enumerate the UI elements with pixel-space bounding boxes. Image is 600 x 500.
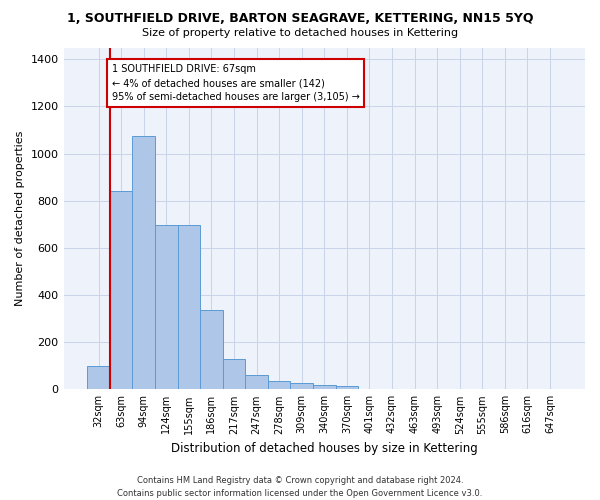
Text: 1 SOUTHFIELD DRIVE: 67sqm
← 4% of detached houses are smaller (142)
95% of semi-: 1 SOUTHFIELD DRIVE: 67sqm ← 4% of detach… bbox=[112, 64, 359, 102]
X-axis label: Distribution of detached houses by size in Kettering: Distribution of detached houses by size … bbox=[171, 442, 478, 455]
Bar bbox=[223, 358, 245, 390]
Bar bbox=[313, 385, 335, 390]
Bar bbox=[133, 136, 155, 390]
Bar bbox=[178, 226, 200, 390]
Bar bbox=[290, 384, 313, 390]
Text: 1, SOUTHFIELD DRIVE, BARTON SEAGRAVE, KETTERING, NN15 5YQ: 1, SOUTHFIELD DRIVE, BARTON SEAGRAVE, KE… bbox=[67, 12, 533, 26]
Bar bbox=[268, 381, 290, 390]
Bar bbox=[155, 226, 178, 390]
Text: Size of property relative to detached houses in Kettering: Size of property relative to detached ho… bbox=[142, 28, 458, 38]
Bar bbox=[200, 310, 223, 390]
Bar bbox=[245, 375, 268, 390]
Y-axis label: Number of detached properties: Number of detached properties bbox=[15, 130, 25, 306]
Bar bbox=[335, 386, 358, 390]
Bar bbox=[110, 192, 133, 390]
Text: Contains HM Land Registry data © Crown copyright and database right 2024.
Contai: Contains HM Land Registry data © Crown c… bbox=[118, 476, 482, 498]
Bar bbox=[87, 366, 110, 390]
